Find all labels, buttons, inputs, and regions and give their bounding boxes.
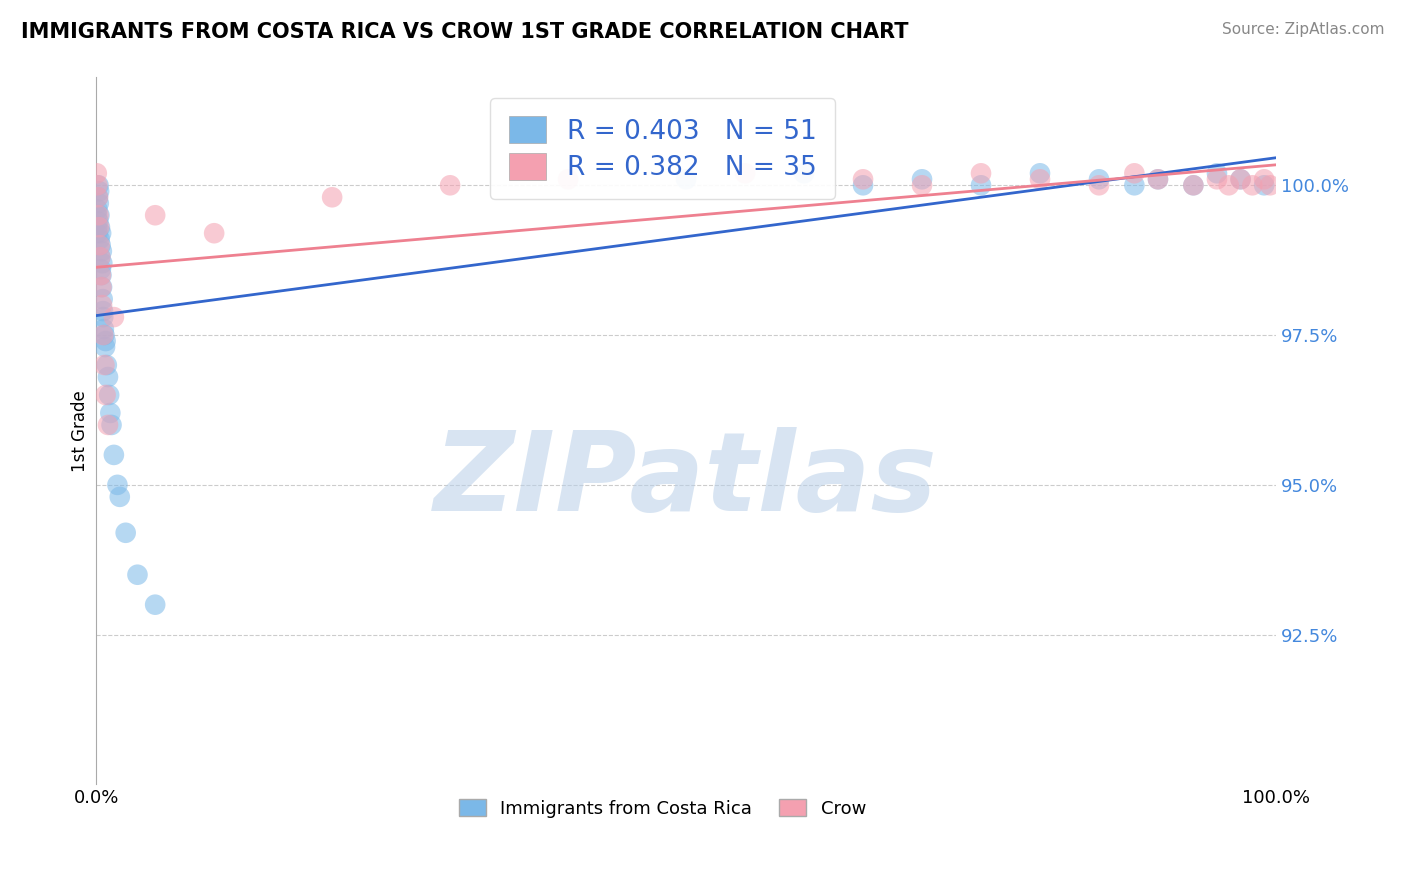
Point	[93, 358, 115, 372]
Point	[89, 250, 111, 264]
Point	[1241, 178, 1264, 193]
Text: IMMIGRANTS FROM COSTA RICA VS CROW 1ST GRADE CORRELATION CHART: IMMIGRANTS FROM COSTA RICA VS CROW 1ST G…	[21, 22, 908, 42]
Point	[1229, 172, 1251, 186]
Point	[91, 304, 114, 318]
Point	[89, 238, 111, 252]
Point	[97, 370, 120, 384]
Point	[1206, 172, 1229, 186]
Legend: Immigrants from Costa Rica, Crow: Immigrants from Costa Rica, Crow	[451, 792, 873, 825]
Point	[86, 220, 108, 235]
Point	[89, 184, 111, 198]
Point	[86, 202, 108, 217]
Point	[1182, 178, 1205, 193]
Point	[1229, 172, 1251, 186]
Point	[1258, 178, 1281, 193]
Text: ZIPatlas: ZIPatlas	[434, 427, 938, 534]
Point	[557, 172, 579, 186]
Point	[87, 214, 110, 228]
Point	[93, 328, 115, 343]
Point	[98, 406, 121, 420]
Point	[1029, 166, 1052, 180]
Point	[1123, 178, 1146, 193]
Point	[90, 226, 112, 240]
Point	[87, 178, 110, 193]
Point	[439, 178, 461, 193]
Point	[87, 190, 110, 204]
Point	[86, 166, 108, 180]
Point	[87, 196, 110, 211]
Point	[143, 598, 166, 612]
Y-axis label: 1st Grade: 1st Grade	[72, 390, 89, 472]
Point	[90, 262, 112, 277]
Point	[96, 358, 118, 372]
Point	[87, 208, 110, 222]
Point	[852, 172, 875, 186]
Point	[93, 322, 115, 336]
Point	[143, 208, 166, 222]
Point	[202, 226, 225, 240]
Point	[87, 190, 110, 204]
Point	[90, 268, 112, 282]
Point	[94, 334, 117, 348]
Point	[98, 388, 121, 402]
Point	[1123, 166, 1146, 180]
Point	[911, 172, 934, 186]
Point	[90, 280, 112, 294]
Point	[90, 244, 112, 259]
Text: Source: ZipAtlas.com: Source: ZipAtlas.com	[1222, 22, 1385, 37]
Point	[91, 328, 114, 343]
Point	[90, 268, 112, 282]
Point	[89, 220, 111, 235]
Point	[1088, 172, 1111, 186]
Point	[90, 238, 112, 252]
Point	[89, 208, 111, 222]
Point	[321, 190, 343, 204]
Point	[89, 220, 111, 235]
Point	[94, 388, 117, 402]
Point	[1206, 166, 1229, 180]
Point	[1253, 178, 1275, 193]
Point	[1029, 172, 1052, 186]
Point	[86, 178, 108, 193]
Point	[86, 226, 108, 240]
Point	[1088, 178, 1111, 193]
Point	[100, 417, 122, 432]
Point	[103, 310, 125, 324]
Point	[127, 567, 149, 582]
Point	[734, 166, 756, 180]
Point	[107, 478, 129, 492]
Point	[89, 250, 111, 264]
Point	[970, 166, 993, 180]
Point	[675, 172, 697, 186]
Point	[1182, 178, 1205, 193]
Point	[103, 448, 125, 462]
Point	[1147, 172, 1170, 186]
Point	[852, 178, 875, 193]
Point	[91, 310, 114, 324]
Point	[108, 490, 131, 504]
Point	[911, 178, 934, 193]
Point	[114, 525, 136, 540]
Point	[91, 256, 114, 270]
Point	[91, 292, 114, 306]
Point	[793, 166, 815, 180]
Point	[89, 232, 111, 246]
Point	[94, 340, 117, 354]
Point	[1253, 172, 1275, 186]
Point	[1218, 178, 1240, 193]
Point	[91, 280, 114, 294]
Point	[1147, 172, 1170, 186]
Point	[91, 298, 114, 312]
Point	[97, 417, 120, 432]
Point	[970, 178, 993, 193]
Point	[86, 208, 108, 222]
